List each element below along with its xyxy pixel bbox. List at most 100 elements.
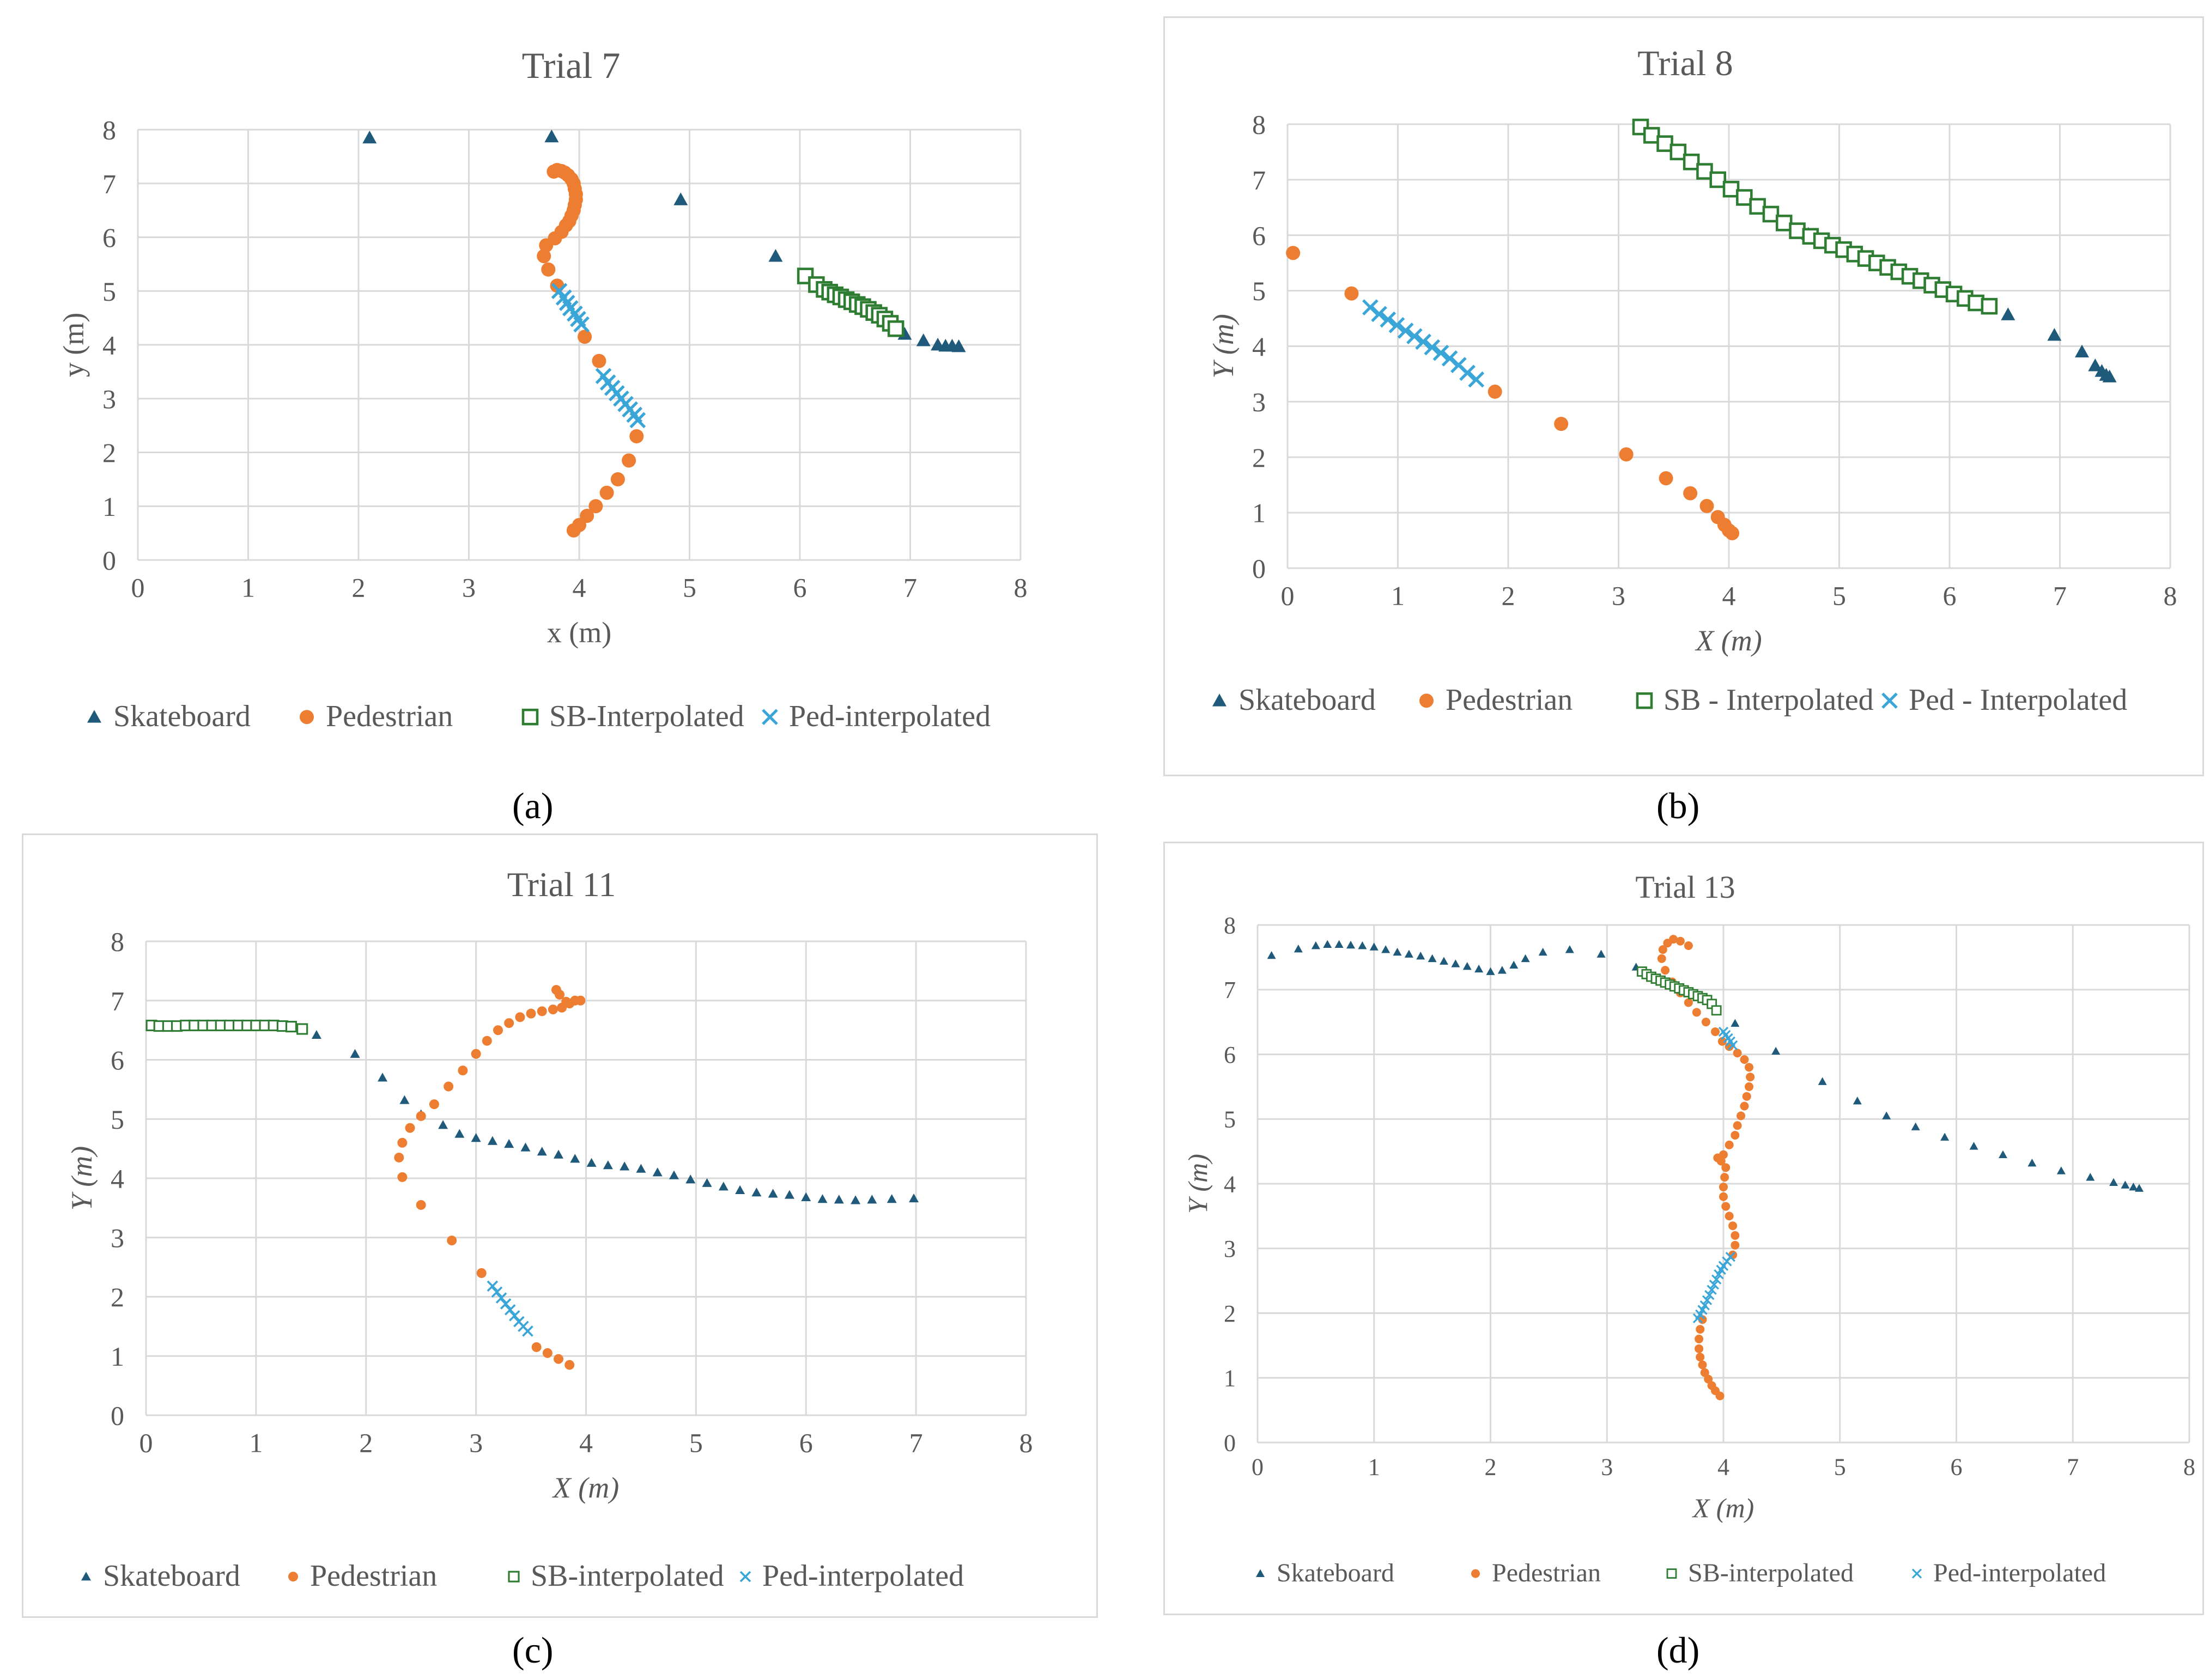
data-point (482, 1036, 492, 1046)
y-tick-label: 0 (1224, 1429, 1236, 1456)
data-point (1720, 1173, 1729, 1182)
data-point (1311, 941, 1320, 949)
chart-panel-d: Trial 13 0 1 2 3 4 5 6 7 8 0 1 2 3 4 5 6 7 8 X (m) Y (m) Skat… (1163, 842, 2204, 1615)
data-point (1725, 1212, 1734, 1221)
data-point (1487, 385, 1502, 399)
chart-trial-13: Trial 13 0 1 2 3 4 5 6 7 8 0 1 2 3 4 5 6 7 8 X (m) Y (m) Skat… (1182, 869, 2195, 1587)
data-point (1711, 1005, 1722, 1016)
data-point (1381, 945, 1391, 953)
legend-label: Skateboard (1277, 1559, 1394, 1587)
data-point (515, 1012, 525, 1022)
data-point (285, 1021, 298, 1033)
data-point (1722, 180, 1740, 198)
data-point (636, 1164, 646, 1173)
data-point (1711, 1027, 1720, 1036)
data-point (669, 1170, 679, 1179)
data-point (1704, 1374, 1713, 1384)
data-point (1334, 940, 1344, 948)
data-point (504, 1304, 516, 1316)
data-point (2109, 1178, 2118, 1186)
y-tick-label: 5 (1252, 276, 1266, 306)
legend-label: Pedestrian (1446, 683, 1572, 717)
data-point (487, 1280, 499, 1292)
legend-label: Ped-interpolated (789, 699, 991, 733)
y-tick-label: 0 (102, 545, 116, 576)
data-point (1702, 1295, 1713, 1305)
data-point (673, 192, 688, 205)
data-point (1294, 944, 1303, 953)
data-point (1725, 1140, 1734, 1149)
data-point (1406, 328, 1423, 345)
x-axis-label: x (m) (547, 616, 611, 649)
data-point (1388, 316, 1405, 333)
data-point (768, 1189, 778, 1198)
data-point (575, 995, 586, 1006)
y-tick-label: 2 (111, 1282, 124, 1312)
series-sb-interpolated (145, 1019, 308, 1035)
data-point (1727, 1040, 1738, 1051)
data-point (1709, 171, 1727, 188)
legend-label: Ped - Interpolated (1909, 683, 2127, 717)
x-tick-label: 5 (683, 573, 696, 603)
y-tick-label: 5 (1224, 1106, 1236, 1133)
y-tick-label: 4 (1252, 331, 1266, 362)
data-point (2075, 344, 2089, 358)
data-point (1369, 942, 1379, 951)
data-point (1818, 1077, 1827, 1085)
data-point (1658, 945, 1667, 954)
data-point (1721, 1163, 1731, 1172)
x-tick-label: 2 (1502, 581, 1515, 611)
y-tick-label: 3 (102, 384, 116, 414)
data-point (1762, 205, 1780, 223)
y-axis-label: Y (m) (1182, 1154, 1213, 1214)
chart-trial-7: Trial 7 0 1 2 3 4 5 6 7 8 0 1 2 3 4 5 6 7 8 x (m) y (m) Skate… (57, 45, 1028, 733)
data-point (1696, 1325, 1705, 1334)
y-tick-label: 6 (111, 1045, 124, 1075)
data-point (578, 330, 592, 344)
data-point (487, 1136, 497, 1145)
x-tick-label: 8 (2164, 581, 2177, 611)
x-tick-label: 1 (1391, 581, 1405, 611)
data-point (1969, 1142, 1978, 1150)
x-tick-label: 3 (462, 573, 476, 603)
data-point (547, 165, 561, 179)
data-point (1358, 941, 1367, 949)
legend-marker (762, 709, 778, 726)
data-point (500, 1298, 512, 1310)
data-point (1424, 339, 1441, 356)
x-tick-label: 6 (793, 573, 807, 603)
data-point (599, 485, 614, 500)
data-point (554, 1149, 564, 1159)
legend-label: Skateboard (1238, 683, 1376, 717)
data-point (1521, 954, 1530, 963)
data-point (1554, 417, 1569, 431)
data-point (751, 1188, 762, 1197)
data-point (438, 1120, 448, 1129)
data-point (454, 1129, 465, 1138)
data-point (1911, 1122, 1920, 1130)
series-ped-interpolated (487, 1280, 533, 1337)
data-point (1440, 957, 1448, 965)
x-tick-label: 7 (909, 1428, 923, 1458)
x-tick-label: 4 (579, 1428, 593, 1458)
caption-d: (d) (1656, 1629, 1700, 1671)
x-tick-label: 0 (1281, 581, 1295, 611)
data-point (1675, 936, 1685, 946)
x-axis-label: X (m) (1692, 1493, 1754, 1523)
x-tick-label: 0 (1252, 1453, 1264, 1480)
data-point (1416, 952, 1425, 960)
data-point (1940, 1133, 1950, 1141)
data-point (2121, 1180, 2130, 1189)
data-point (1486, 967, 1495, 975)
data-point (1699, 498, 1714, 513)
data-point (1657, 954, 1666, 963)
data-point (1692, 1008, 1701, 1017)
legend-marker (739, 1571, 751, 1582)
x-tick-label: 4 (1722, 581, 1736, 611)
data-point (1707, 1381, 1716, 1390)
data-point (702, 1178, 712, 1187)
legend-marker (1256, 1569, 1265, 1577)
y-axis-label: Y (m) (65, 1146, 98, 1211)
x-tick-label: 7 (903, 573, 917, 603)
data-point (1497, 966, 1507, 974)
